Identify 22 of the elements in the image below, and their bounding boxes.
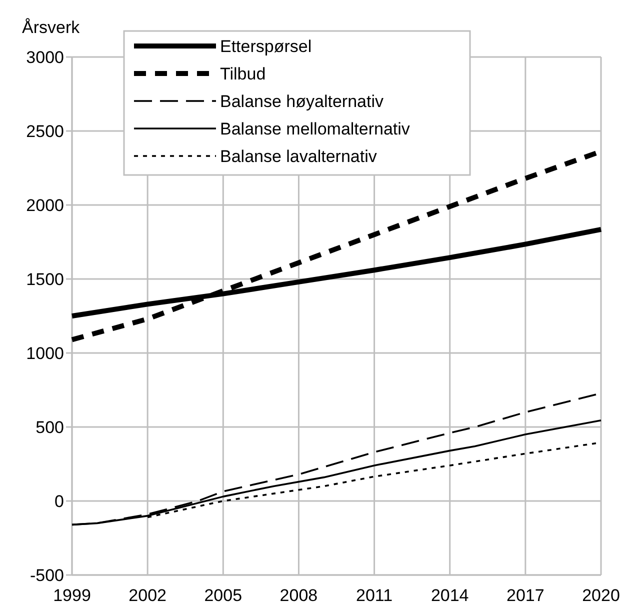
legend-label: Balanse lavalternativ	[220, 146, 378, 166]
y-tick-label: 0	[54, 492, 64, 511]
y-tick-label: 3000	[26, 48, 64, 67]
y-axis-title: Årsverk	[22, 18, 80, 37]
legend-label: Tilbud	[220, 64, 266, 84]
x-tick-label: 2008	[280, 586, 318, 605]
y-tick-label: 500	[36, 418, 64, 437]
legend-label: Balanse mellomalternativ	[220, 119, 410, 138]
x-tick-label: 1999	[53, 586, 91, 605]
y-tick-label: 2000	[26, 196, 64, 215]
y-tick-label: 1500	[26, 270, 64, 289]
legend-label: Balanse høyalternativ	[220, 92, 384, 111]
y-tick-label: 1000	[26, 344, 64, 363]
x-tick-label: 2014	[430, 586, 469, 605]
x-tick-label: 2005	[204, 586, 242, 605]
x-tick-label: 2020	[582, 586, 620, 605]
x-tick-label: 2002	[128, 586, 166, 605]
y-tick-label: -500	[30, 566, 64, 585]
x-tick-label: 2017	[506, 586, 544, 605]
legend-label: Etterspørsel	[220, 36, 312, 56]
y-tick-label: 2500	[26, 122, 64, 141]
x-tick-label: 2011	[356, 586, 393, 605]
